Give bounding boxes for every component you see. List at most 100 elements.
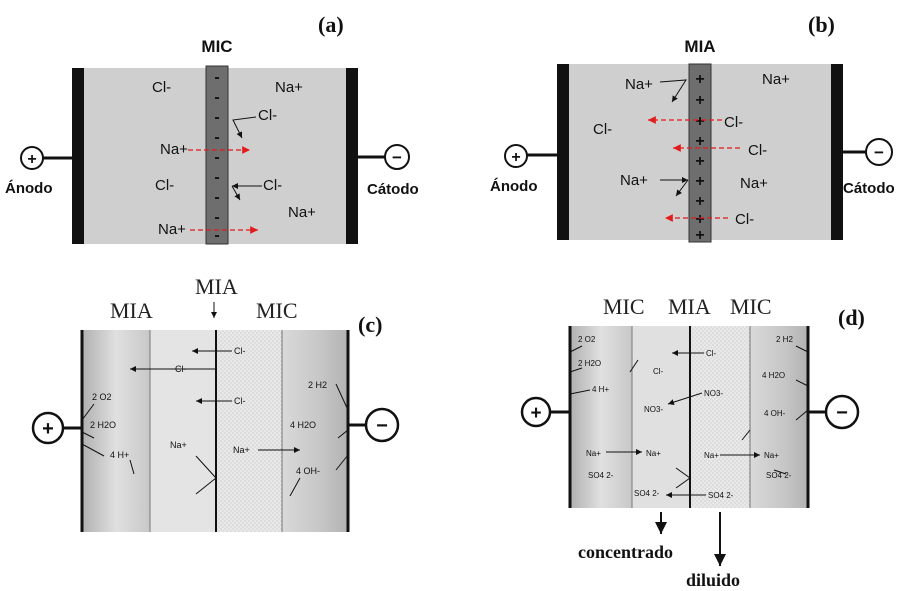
ion-label: Na+: [625, 76, 653, 93]
species-label: 2 H2O: [578, 359, 601, 368]
panel-a-sign: -: [214, 209, 219, 226]
ion-label: Cl-: [748, 142, 767, 159]
panel-c-species: Cl- Cl- Cl- 2 O2 2 H2O 4 H+ Na+ Na+ 2 H2…: [90, 346, 327, 476]
panel-a-anode-plate: [72, 68, 84, 244]
panel-b-cathode-label: Cátodo: [843, 180, 895, 197]
species-label: 2 H2: [308, 380, 327, 390]
panel-c-cathode-compartment: [282, 330, 348, 532]
panel-a-membrane-title: MIC: [201, 37, 232, 56]
panel-c-arrows: [81, 348, 349, 497]
species-label: Cl-: [234, 346, 246, 356]
panel-a-sign: -: [214, 109, 219, 126]
species-label: Cl-: [234, 396, 246, 406]
panel-b-anode-terminal: [504, 144, 528, 168]
panel-a-sign: -: [214, 149, 219, 166]
ion-label: Cl-: [263, 177, 282, 194]
panel-d-species: 2 O2 2 H2O Cl- Cl- 4 H+ NO3- NO3- Na+ Na…: [578, 335, 793, 500]
panel-b-cathode-sign: −: [874, 143, 884, 162]
species-label: 4 H+: [592, 385, 609, 394]
panel-a-membrane-signs: - - - - - - - - -: [214, 69, 219, 244]
species-label: NO3-: [644, 405, 663, 414]
panel-a-label: (a): [318, 12, 344, 37]
species-label: Na+: [646, 449, 661, 458]
panel-c-compartment-2: [150, 330, 216, 532]
species-label: 4 OH-: [764, 409, 786, 418]
panel-a-sign: -: [214, 169, 219, 186]
panel-a-red-arrows: [188, 146, 258, 234]
panel-b-membrane-title: MIA: [684, 37, 715, 56]
panel-b-anode-plate: [557, 64, 569, 240]
panel-a-sign: -: [214, 89, 219, 106]
panel-a-cathode-plate: [346, 68, 358, 244]
species-label: Na+: [586, 449, 601, 458]
panel-d-cathode-compartment: [750, 326, 808, 508]
panel-d-anode-sign: +: [530, 403, 541, 424]
species-label: 2 H2: [776, 335, 793, 344]
panel-d: (d) MIC MIA MIC 2 O2 2 H2O Cl- Cl- 4 H+ …: [520, 294, 865, 590]
species-label: 2 O2: [92, 392, 112, 402]
species-label: SO4 2-: [766, 471, 792, 480]
panel-b-sign: +: [695, 71, 704, 88]
panel-d-concentrate-label: concentrado: [578, 542, 673, 562]
panel-d-mid-membrane-title: MIA: [668, 294, 711, 319]
panel-c-anode-sign: +: [42, 418, 54, 440]
ion-label: Na+: [762, 71, 790, 88]
species-label: 2 O2: [578, 335, 596, 344]
panel-b-sign: +: [695, 92, 704, 109]
panel-b-sign: +: [695, 173, 704, 190]
panel-d-anode-compartment: [570, 326, 632, 508]
panel-a-cathode-label: Cátodo: [367, 181, 419, 198]
panel-b-sign: +: [695, 153, 704, 170]
species-label: 2 H2O: [90, 420, 116, 430]
panel-b-cathode-plate: [831, 64, 843, 240]
panel-b-sign: +: [695, 133, 704, 150]
panel-a-sign: -: [214, 189, 219, 206]
panel-b-sign: +: [695, 227, 704, 244]
panel-c-mid-membrane-title: MIA: [195, 274, 238, 299]
species-label: Na+: [764, 451, 779, 460]
panel-b-anode-label: Ánodo: [490, 178, 537, 195]
species-label: SO4 2-: [708, 491, 734, 500]
panel-d-cathode-sign: −: [836, 402, 848, 424]
ion-label: Na+: [275, 79, 303, 96]
panel-a-cathode-sign: −: [392, 148, 402, 167]
panel-a-sign: -: [214, 69, 219, 86]
ion-label: Na+: [160, 141, 188, 158]
panel-d-label: (d): [838, 305, 865, 330]
species-label: Na+: [170, 440, 187, 450]
panel-b-sign: +: [695, 193, 704, 210]
panel-b: (b) MIA + + + + + + + + + Na+ Na+ Cl- Cl…: [490, 12, 895, 244]
panel-d-right-membrane-title: MIC: [730, 294, 772, 319]
species-label: SO4 2-: [634, 489, 660, 498]
ion-label: Cl-: [258, 107, 277, 124]
panel-a-anode-label: Ánodo: [5, 180, 52, 197]
panel-c: (c) MIA MIA MIC Cl- Cl- Cl- 2 O2 2 H2O 4…: [31, 274, 400, 532]
panel-b-red-arrows: [648, 116, 740, 222]
panel-a-cathode-terminal: [384, 144, 410, 170]
ion-label: Na+: [740, 175, 768, 192]
panel-c-anode-compartment: [82, 330, 150, 532]
ion-label: Cl-: [593, 121, 612, 138]
panel-b-label: (b): [808, 12, 835, 37]
panel-a-membrane: [205, 65, 229, 245]
panel-d-compartment-3: [690, 326, 750, 508]
panel-b-membrane-signs: + + + + + + + + +: [695, 71, 704, 244]
panel-c-compartment-3: [216, 330, 282, 532]
species-label: 4 H2O: [762, 371, 785, 380]
panel-d-compartment-2: [632, 326, 690, 508]
panel-b-ions: Na+ Na+ Cl- Cl- Cl- Na+ Na+ Cl-: [593, 71, 790, 228]
panel-c-cathode-terminal: [364, 407, 400, 443]
panel-b-sign: +: [695, 113, 704, 130]
panel-d-anode-terminal: [520, 396, 552, 428]
ion-label: Cl-: [155, 177, 174, 194]
panel-a-anode-sign: +: [27, 151, 36, 168]
species-label: Cl-: [653, 367, 664, 376]
panel-a-ions: Cl- Na+ Cl- Na+ Cl- Cl- Na+ Na+: [152, 79, 316, 238]
species-label: 4 OH-: [296, 466, 320, 476]
panel-d-diluate-label: diluido: [686, 570, 740, 590]
panel-c-anode-terminal: [31, 411, 65, 445]
panel-c-right-membrane-title: MIC: [256, 298, 298, 323]
species-label: Na+: [704, 451, 719, 460]
